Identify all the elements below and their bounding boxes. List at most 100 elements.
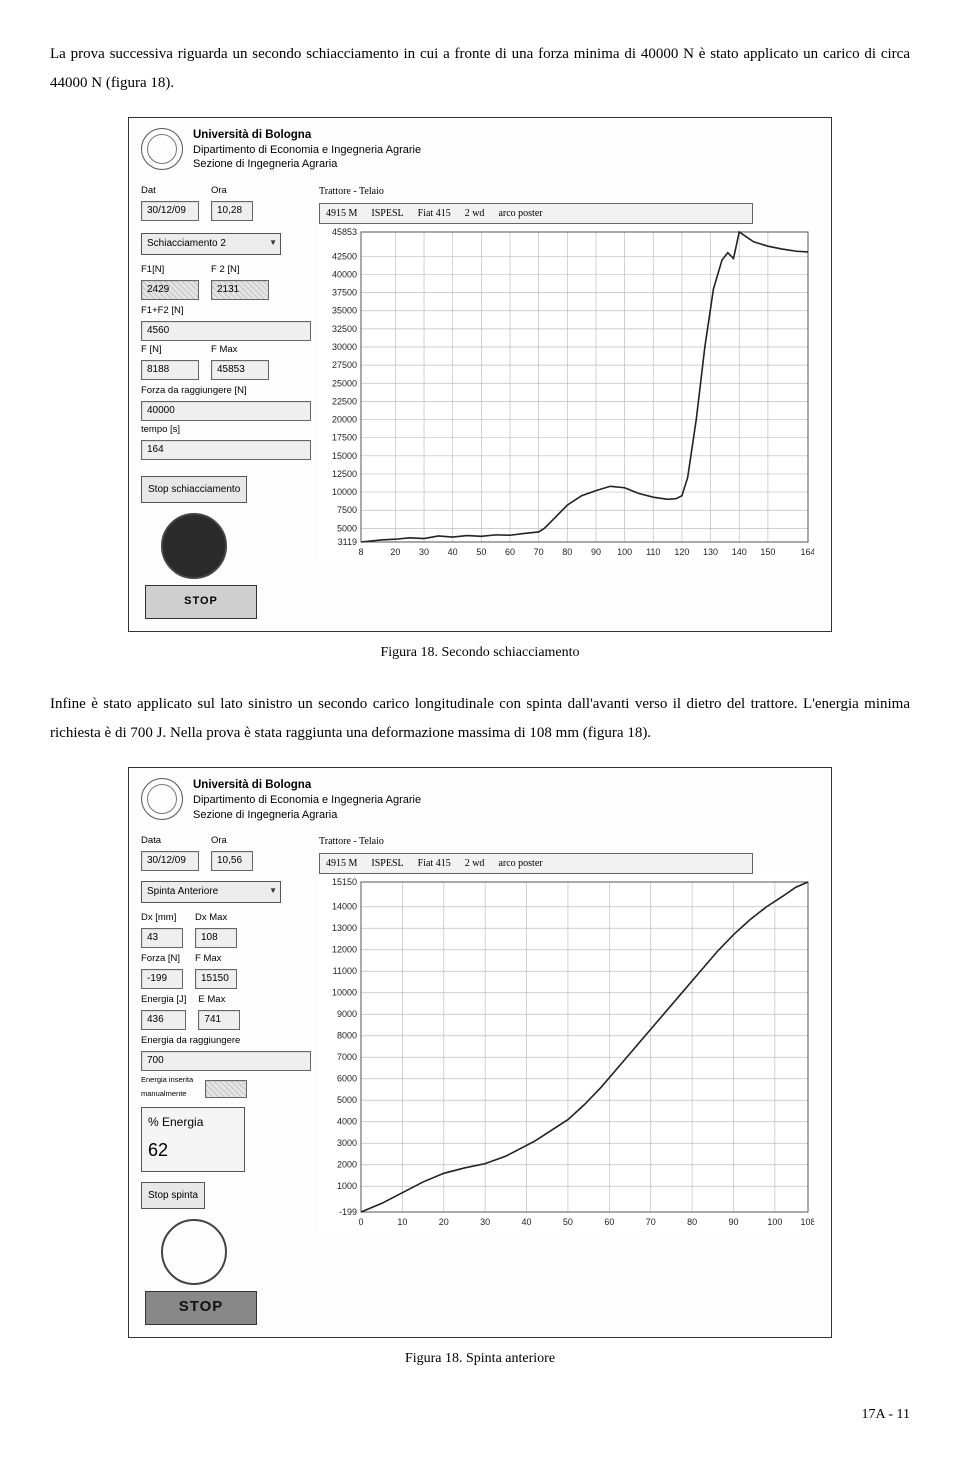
- svg-text:90: 90: [591, 547, 601, 557]
- svg-text:37500: 37500: [332, 287, 357, 297]
- svg-text:100: 100: [617, 547, 632, 557]
- svg-text:0: 0: [358, 1217, 363, 1227]
- svg-text:60: 60: [604, 1217, 614, 1227]
- energia-field[interactable]: 436: [141, 1010, 186, 1030]
- ora-label: Ora: [211, 182, 253, 200]
- university-dept: Dipartimento di Economia e Ingegneria Ag…: [193, 143, 421, 157]
- force-displacement-chart: 1515014000130001200011000100009000800070…: [319, 874, 814, 1234]
- paragraph-1: La prova successiva riguarda un secondo …: [50, 40, 910, 97]
- svg-text:120: 120: [674, 547, 689, 557]
- svg-text:108: 108: [800, 1217, 814, 1227]
- fmax-label: F Max: [211, 341, 269, 359]
- svg-text:45853: 45853: [332, 227, 357, 237]
- trattore-field[interactable]: 4915 M ISPESL Fiat 415 2 wd arco poster: [319, 203, 753, 224]
- svg-text:50: 50: [563, 1217, 573, 1227]
- figure-18-caption-1: Figura 18. Secondo schiacciamento: [50, 640, 910, 667]
- ora-field[interactable]: 10,56: [211, 851, 253, 871]
- svg-text:20: 20: [439, 1217, 449, 1227]
- svg-text:32500: 32500: [332, 323, 357, 333]
- dx-label: Dx [mm]: [141, 909, 183, 927]
- ora-label: Ora: [211, 832, 253, 850]
- svg-text:8000: 8000: [337, 1031, 357, 1041]
- svg-text:40000: 40000: [332, 269, 357, 279]
- svg-text:30: 30: [480, 1217, 490, 1227]
- fn-label: F [N]: [141, 341, 199, 359]
- svg-text:1000: 1000: [337, 1181, 357, 1191]
- dx-field[interactable]: 43: [141, 928, 183, 948]
- figure-18-spinta: Università di Bologna Dipartimento di Ec…: [128, 767, 832, 1337]
- forza-field[interactable]: -199: [141, 969, 183, 989]
- svg-text:12000: 12000: [332, 945, 357, 955]
- f1-field[interactable]: 2429: [141, 280, 199, 300]
- svg-text:60: 60: [505, 547, 515, 557]
- svg-text:9000: 9000: [337, 1009, 357, 1019]
- eragg-label: Energia da raggiungere: [141, 1032, 311, 1050]
- svg-text:4000: 4000: [337, 1117, 357, 1127]
- svg-text:22500: 22500: [332, 396, 357, 406]
- svg-text:15150: 15150: [332, 877, 357, 887]
- svg-text:50: 50: [476, 547, 486, 557]
- force-time-chart: 4585342500400003750035000325003000027500…: [319, 224, 814, 564]
- svg-text:2000: 2000: [337, 1160, 357, 1170]
- dxmax-field[interactable]: 108: [195, 928, 237, 948]
- data-field[interactable]: 30/12/09: [141, 851, 199, 871]
- svg-text:30000: 30000: [332, 342, 357, 352]
- university-seal-icon: [141, 128, 183, 170]
- svg-text:5000: 5000: [337, 1095, 357, 1105]
- svg-text:70: 70: [534, 547, 544, 557]
- stop-schiacciamento-button[interactable]: Stop schiacciamento: [141, 476, 247, 503]
- university-block: Università di Bologna Dipartimento di Ec…: [193, 778, 421, 822]
- fmax-field[interactable]: 45853: [211, 360, 269, 380]
- svg-text:3000: 3000: [337, 1138, 357, 1148]
- svg-text:40: 40: [522, 1217, 532, 1227]
- test-type-dropdown[interactable]: Spinta Anteriore: [141, 881, 281, 903]
- fn-field[interactable]: 8188: [141, 360, 199, 380]
- university-section: Sezione di Ingegneria Agraria: [193, 808, 421, 822]
- stop-button[interactable]: STOP: [145, 585, 257, 619]
- svg-text:25000: 25000: [332, 378, 357, 388]
- ora-field[interactable]: 10,28: [211, 201, 253, 221]
- fragg-field[interactable]: 40000: [141, 401, 311, 421]
- svg-text:6000: 6000: [337, 1074, 357, 1084]
- university-block: Università di Bologna Dipartimento di Ec…: [193, 128, 421, 172]
- stop-spinta-button[interactable]: Stop spinta: [141, 1182, 205, 1209]
- stop-button[interactable]: STOP: [145, 1291, 257, 1325]
- svg-text:-199: -199: [339, 1207, 357, 1217]
- tempo-field[interactable]: 164: [141, 440, 311, 460]
- svg-text:14000: 14000: [332, 902, 357, 912]
- svg-text:5000: 5000: [337, 523, 357, 533]
- svg-text:42500: 42500: [332, 251, 357, 261]
- eragg-field[interactable]: 700: [141, 1051, 311, 1071]
- svg-text:140: 140: [732, 547, 747, 557]
- test-type-dropdown[interactable]: Schiacciamento 2: [141, 233, 281, 255]
- f2-label: F 2 [N]: [211, 261, 269, 279]
- pct-label: % Energia: [148, 1111, 238, 1134]
- f1f2-label: F1+F2 [N]: [141, 302, 311, 320]
- svg-text:15000: 15000: [332, 450, 357, 460]
- university-dept: Dipartimento di Economia e Ingegneria Ag…: [193, 793, 421, 807]
- fmax-field[interactable]: 15150: [195, 969, 237, 989]
- forza-label: Forza [N]: [141, 950, 183, 968]
- pct-value: 62: [148, 1133, 238, 1167]
- svg-text:17500: 17500: [332, 432, 357, 442]
- university-section: Sezione di Ingegneria Agraria: [193, 157, 421, 171]
- svg-text:13000: 13000: [332, 923, 357, 933]
- svg-text:80: 80: [562, 547, 572, 557]
- f2-field[interactable]: 2131: [211, 280, 269, 300]
- energia-label: Energia [J]: [141, 991, 186, 1009]
- figure-18-caption-2: Figura 18. Spinta anteriore: [50, 1346, 910, 1373]
- emax-field[interactable]: 741: [198, 1010, 240, 1030]
- svg-text:10000: 10000: [332, 988, 357, 998]
- svg-text:164: 164: [800, 547, 814, 557]
- svg-text:3119: 3119: [338, 537, 357, 547]
- svg-text:8: 8: [358, 547, 363, 557]
- f1f2-field[interactable]: 4560: [141, 321, 311, 341]
- trattore-field[interactable]: 4915 M ISPESL Fiat 415 2 wd arco poster: [319, 853, 753, 874]
- svg-text:11000: 11000: [333, 966, 357, 976]
- trattore-label: Trattore - Telaio: [319, 182, 819, 201]
- trattore-label: Trattore - Telaio: [319, 832, 819, 851]
- einsmono-field[interactable]: [205, 1080, 247, 1098]
- dat-field[interactable]: 30/12/09: [141, 201, 199, 221]
- svg-text:7500: 7500: [337, 505, 357, 515]
- einsmono-label: Energia inseritamanualmente: [141, 1073, 193, 1102]
